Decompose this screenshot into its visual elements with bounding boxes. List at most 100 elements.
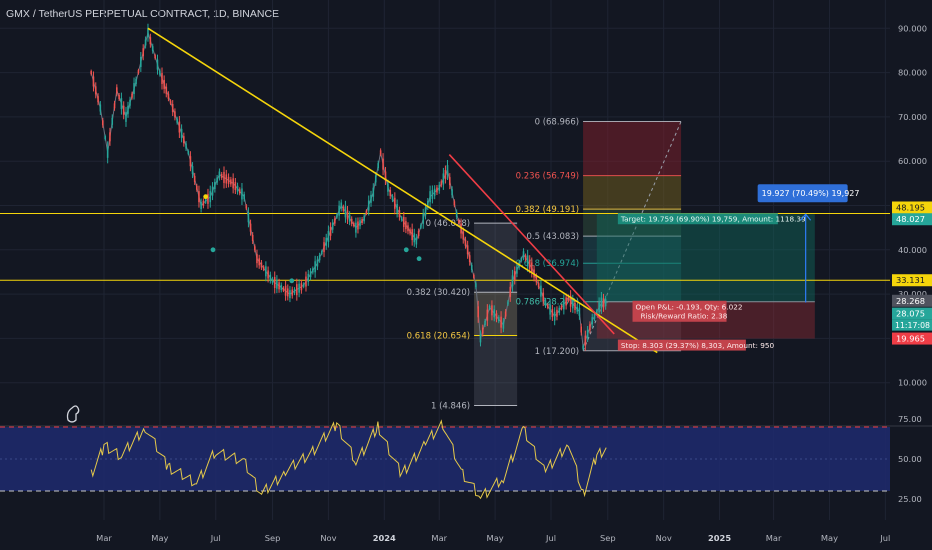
candle-body bbox=[466, 245, 469, 255]
candle-body bbox=[547, 304, 549, 308]
candle-body bbox=[580, 326, 583, 333]
candle-body bbox=[417, 231, 420, 237]
candle-body bbox=[265, 266, 267, 277]
price-axis-tick: 80.000 bbox=[898, 68, 927, 78]
fib-right-label: 0.5 (43.083) bbox=[526, 232, 579, 242]
candle-body bbox=[365, 210, 368, 214]
candle-body bbox=[357, 221, 359, 230]
candle-body bbox=[526, 255, 529, 267]
measure-arrow bbox=[800, 213, 812, 221]
candle-body bbox=[574, 303, 576, 311]
candle-body bbox=[284, 285, 287, 296]
candle-body bbox=[598, 302, 600, 313]
candle-body bbox=[338, 205, 340, 216]
price-axis-tick: 70.000 bbox=[898, 112, 927, 122]
candle-body bbox=[209, 191, 212, 203]
time-axis-tick: May bbox=[487, 533, 504, 543]
time-axis-tick: Sep bbox=[265, 533, 281, 543]
candle-body bbox=[202, 200, 205, 206]
fib-left-label: 1 (4.846) bbox=[431, 402, 470, 412]
candle-body bbox=[522, 251, 525, 258]
time-axis-tick: Nov bbox=[656, 533, 672, 543]
candle-body bbox=[273, 276, 276, 288]
candle-body bbox=[384, 171, 387, 181]
candle-body bbox=[133, 83, 135, 95]
candle-body bbox=[278, 282, 280, 290]
candle-body bbox=[440, 181, 443, 186]
candle-body bbox=[169, 100, 172, 104]
fib-right-label: 0 (68.966) bbox=[535, 117, 579, 127]
candle-body bbox=[530, 262, 533, 273]
candle-body bbox=[109, 132, 111, 142]
candle-body bbox=[180, 128, 183, 138]
candle-body bbox=[178, 121, 181, 133]
candle-body bbox=[502, 321, 505, 329]
candle-body bbox=[444, 169, 447, 179]
candle-body bbox=[174, 111, 176, 118]
candle-body bbox=[196, 185, 198, 190]
candle-body bbox=[101, 120, 104, 126]
candle-body bbox=[415, 237, 418, 245]
candle-body bbox=[436, 187, 438, 193]
candle-body bbox=[353, 222, 355, 226]
fib-right-label: 0.236 (56.749) bbox=[516, 172, 579, 182]
candle-body bbox=[589, 324, 591, 331]
candle-body bbox=[500, 316, 502, 328]
price-axis-tick: 10.000 bbox=[898, 378, 927, 388]
candle-body bbox=[161, 73, 163, 85]
candle-body bbox=[486, 309, 489, 321]
candle-body bbox=[125, 111, 127, 122]
candle-body bbox=[187, 150, 190, 154]
candle-body bbox=[520, 258, 523, 262]
candle-body bbox=[318, 255, 321, 261]
candle-body bbox=[149, 37, 152, 45]
candle-body bbox=[327, 231, 330, 243]
time-axis-tick: 2025 bbox=[708, 533, 731, 543]
candle-body bbox=[291, 289, 294, 296]
candle-body bbox=[442, 173, 445, 185]
candle-body bbox=[504, 311, 507, 317]
candle-body bbox=[511, 275, 514, 287]
candle-body bbox=[323, 242, 325, 253]
candle-body bbox=[542, 292, 545, 302]
candle-body bbox=[325, 237, 328, 246]
candle-body bbox=[391, 196, 394, 201]
candle-body bbox=[185, 143, 187, 149]
candle-body bbox=[251, 234, 254, 241]
candle-body bbox=[350, 218, 353, 224]
fib-right-band bbox=[583, 263, 682, 302]
candle-body bbox=[122, 105, 125, 115]
candle-body bbox=[127, 105, 129, 114]
candle-body bbox=[367, 200, 370, 211]
candle-body bbox=[334, 218, 336, 224]
candle-body bbox=[382, 158, 384, 170]
position-open-label: Open P&L: -0.193, Qty: 6.022 bbox=[636, 302, 743, 311]
candle-body bbox=[400, 217, 403, 221]
candle-body bbox=[238, 189, 241, 194]
candle-body bbox=[484, 320, 486, 325]
candle-body bbox=[211, 186, 214, 196]
time-axis-tick: Jul bbox=[210, 533, 221, 543]
fib-right-band bbox=[583, 236, 682, 264]
position-rr-label: Risk/Reward Ratio: 2.38 bbox=[641, 311, 728, 320]
candle-body bbox=[604, 299, 607, 307]
time-axis-tick: Nov bbox=[320, 533, 336, 543]
candle-body bbox=[379, 150, 382, 155]
position-target-label: Target: 19.759 (69.90%) 19,759, Amount: … bbox=[620, 215, 806, 224]
time-axis-tick: Mar bbox=[431, 533, 447, 543]
price-axis-label: 48.195 bbox=[896, 202, 925, 212]
price-axis-label: 19.965 bbox=[896, 334, 925, 344]
price-axis-tick: 30.000 bbox=[898, 289, 927, 299]
fib-right-label: 0.786 (28.278) bbox=[516, 298, 579, 308]
candle-body bbox=[509, 286, 512, 297]
candle-body bbox=[411, 229, 413, 241]
candle-body bbox=[396, 203, 398, 213]
candle-body bbox=[198, 191, 200, 203]
candle-body bbox=[276, 279, 278, 289]
candle-body bbox=[321, 250, 323, 254]
candle-body bbox=[151, 46, 154, 52]
candle-body bbox=[156, 59, 159, 70]
time-axis-tick: May bbox=[151, 533, 168, 543]
candle-body bbox=[600, 297, 603, 309]
